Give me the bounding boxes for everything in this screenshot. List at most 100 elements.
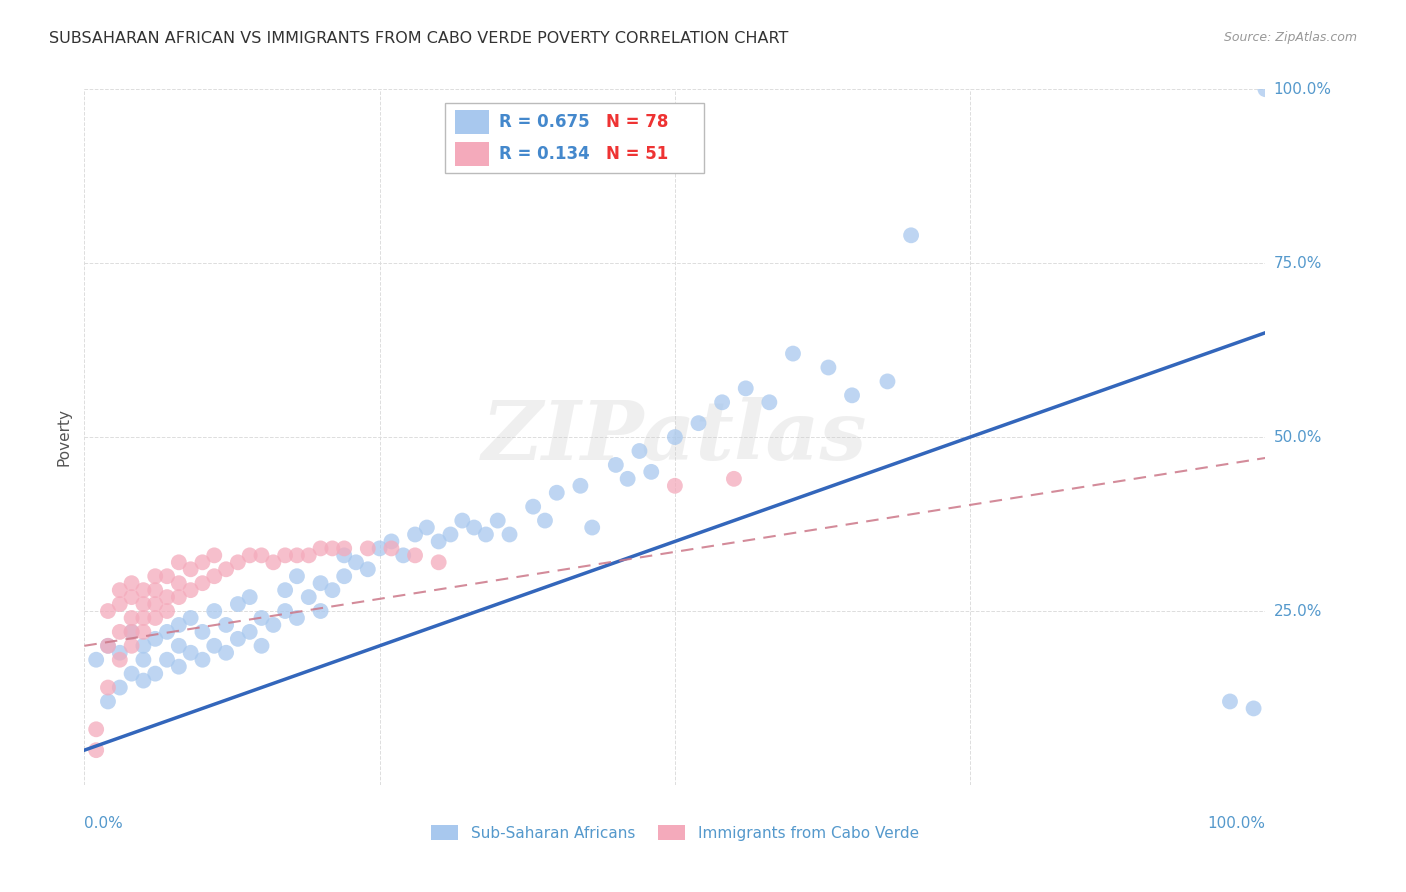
Point — [121, 666, 143, 681]
Point — [534, 514, 557, 528]
Point — [262, 618, 284, 632]
Point — [581, 520, 603, 534]
Point — [180, 583, 202, 598]
Point — [215, 562, 238, 576]
Point — [202, 604, 225, 618]
Point — [108, 583, 131, 598]
Point — [143, 597, 166, 611]
Point — [427, 534, 450, 549]
Point — [239, 549, 262, 563]
Point — [180, 562, 202, 576]
Point — [309, 541, 332, 556]
Point — [156, 604, 179, 618]
Point — [900, 228, 922, 243]
Point — [664, 430, 686, 444]
Point — [180, 646, 202, 660]
Text: R = 0.134: R = 0.134 — [499, 145, 591, 163]
Point — [191, 576, 214, 591]
Point — [121, 639, 143, 653]
Point — [108, 646, 131, 660]
Point — [321, 583, 343, 598]
Text: 25.0%: 25.0% — [1274, 604, 1322, 618]
Point — [451, 514, 474, 528]
Point — [132, 639, 155, 653]
Point — [132, 583, 155, 598]
Point — [285, 549, 308, 563]
Point — [475, 527, 498, 541]
Point — [392, 549, 415, 563]
Point — [121, 624, 143, 639]
Point — [97, 694, 120, 708]
Point — [167, 576, 190, 591]
Point — [97, 604, 120, 618]
Point — [202, 569, 225, 583]
Point — [285, 569, 308, 583]
Point — [156, 624, 179, 639]
Text: N = 51: N = 51 — [606, 145, 668, 163]
Point — [522, 500, 544, 514]
Point — [84, 723, 107, 737]
Point — [285, 611, 308, 625]
Point — [439, 527, 461, 541]
Point — [688, 416, 710, 430]
Text: ZIPatlas: ZIPatlas — [482, 397, 868, 477]
Point — [357, 562, 380, 576]
FancyBboxPatch shape — [456, 110, 489, 134]
Point — [782, 346, 804, 360]
Point — [121, 590, 143, 604]
Point — [226, 597, 249, 611]
Point — [132, 653, 155, 667]
Point — [876, 375, 898, 389]
Point — [723, 472, 745, 486]
Point — [711, 395, 734, 409]
Point — [250, 639, 273, 653]
Point — [121, 624, 143, 639]
FancyBboxPatch shape — [456, 142, 489, 166]
Point — [143, 611, 166, 625]
Point — [309, 604, 332, 618]
Point — [97, 639, 120, 653]
FancyBboxPatch shape — [444, 103, 704, 173]
Point — [1243, 701, 1265, 715]
Point — [132, 673, 155, 688]
Point — [758, 395, 780, 409]
Point — [132, 624, 155, 639]
Point — [640, 465, 662, 479]
Point — [143, 632, 166, 646]
Point — [274, 549, 297, 563]
Point — [143, 666, 166, 681]
Point — [250, 611, 273, 625]
Point — [167, 659, 190, 673]
Text: 50.0%: 50.0% — [1274, 430, 1322, 444]
Point — [734, 381, 756, 395]
Point — [344, 555, 367, 569]
Point — [191, 653, 214, 667]
Point — [108, 597, 131, 611]
Text: 100.0%: 100.0% — [1274, 82, 1331, 96]
Y-axis label: Poverty: Poverty — [56, 408, 72, 467]
Point — [321, 541, 343, 556]
Point — [298, 590, 321, 604]
Point — [427, 555, 450, 569]
Point — [250, 549, 273, 563]
Point — [191, 555, 214, 569]
Point — [605, 458, 627, 472]
Text: SUBSAHARAN AFRICAN VS IMMIGRANTS FROM CABO VERDE POVERTY CORRELATION CHART: SUBSAHARAN AFRICAN VS IMMIGRANTS FROM CA… — [49, 31, 789, 46]
Point — [546, 485, 568, 500]
Point — [333, 569, 356, 583]
Point — [143, 583, 166, 598]
Legend: Sub-Saharan Africans, Immigrants from Cabo Verde: Sub-Saharan Africans, Immigrants from Ca… — [425, 819, 925, 847]
Point — [309, 576, 332, 591]
Point — [1219, 694, 1241, 708]
Point — [156, 569, 179, 583]
Point — [274, 604, 297, 618]
Point — [84, 743, 107, 757]
Point — [298, 549, 321, 563]
Point — [357, 541, 380, 556]
Point — [156, 653, 179, 667]
Point — [333, 541, 356, 556]
Text: N = 78: N = 78 — [606, 113, 668, 131]
Point — [167, 555, 190, 569]
Text: 75.0%: 75.0% — [1274, 256, 1322, 270]
Point — [167, 639, 190, 653]
